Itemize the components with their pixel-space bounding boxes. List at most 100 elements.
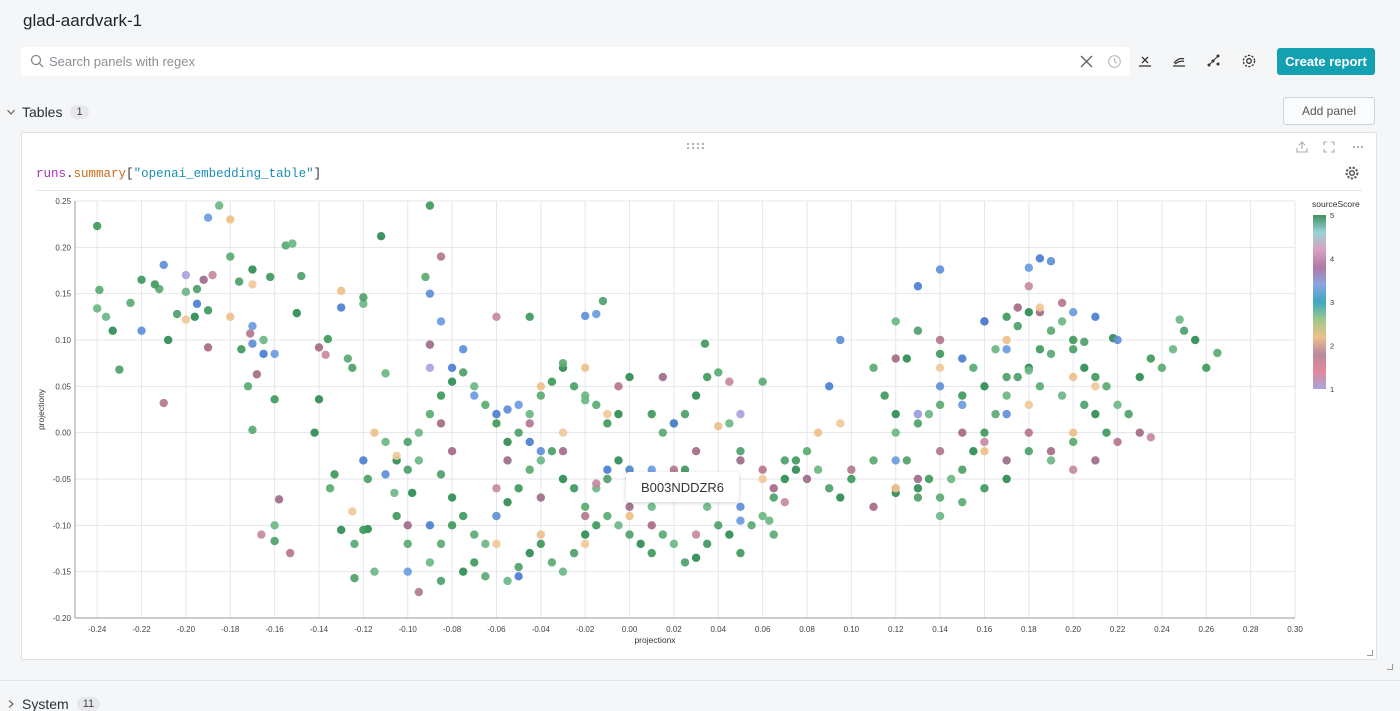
scatter-point — [592, 521, 601, 530]
scatter-point — [647, 502, 656, 511]
scatter-point — [336, 303, 346, 312]
scatter-point — [1146, 433, 1156, 442]
export-icon[interactable] — [1294, 139, 1310, 155]
scatter-point — [1057, 298, 1067, 308]
scatter-point — [492, 484, 501, 493]
scatter-point — [736, 447, 745, 456]
scatter-point — [1175, 315, 1184, 324]
scatter-point — [558, 474, 568, 484]
section-system-count: 11 — [76, 697, 101, 711]
scatter-point — [159, 398, 168, 408]
scatter-point — [270, 521, 279, 530]
scatter-point — [248, 265, 257, 274]
scatter-point — [297, 271, 306, 281]
scatter-point — [691, 553, 701, 562]
panel-settings-icon[interactable] — [1344, 165, 1360, 181]
scatter-point — [536, 539, 546, 549]
scatter-point — [285, 548, 295, 558]
scatter-point — [203, 213, 213, 222]
scatter-point — [226, 312, 235, 322]
smoothing-icon[interactable] — [1170, 52, 1188, 70]
scatter-point — [1002, 391, 1011, 400]
x-tick-label: -0.12 — [354, 625, 373, 634]
scatter-point — [525, 437, 534, 447]
search-input[interactable] — [49, 47, 1079, 76]
add-panel-button[interactable]: Add panel — [1283, 97, 1375, 125]
scatter-point — [310, 428, 319, 437]
scatter-point — [625, 372, 634, 382]
scatter-point — [181, 315, 191, 324]
scatter-point — [813, 465, 823, 474]
section-system-header[interactable]: System 11 — [2, 693, 101, 711]
scatter-point — [407, 488, 417, 498]
panel-resize-handle[interactable] — [1367, 650, 1373, 656]
scatter-point — [514, 562, 523, 572]
drag-handle-icon[interactable] — [686, 142, 710, 150]
history-icon[interactable] — [1107, 54, 1122, 69]
scatter-point — [891, 484, 900, 493]
scatter-point — [172, 309, 182, 319]
clear-icon[interactable] — [1079, 54, 1094, 69]
scatter-point — [580, 539, 590, 549]
scatter-point — [558, 428, 568, 437]
settings-icon[interactable] — [1240, 52, 1258, 70]
scatter-point — [958, 497, 967, 507]
scatter-point — [758, 474, 767, 484]
x-tick-label: 0.30 — [1287, 625, 1303, 634]
x-tick-label: -0.20 — [177, 625, 196, 634]
scatter-point — [603, 474, 612, 484]
scatter-point — [647, 548, 656, 558]
scatter-point — [714, 368, 723, 377]
scatter-point — [991, 345, 1000, 354]
section-resize-handle[interactable] — [1387, 664, 1393, 670]
scatter-point — [359, 525, 368, 535]
scatter-point — [614, 521, 623, 530]
scatter-point — [935, 335, 945, 345]
scatter-plot[interactable]: -0.24 -0.22 -0.20 -0.18 -0.16 -0.14 -0.12 -0.10… — [22, 193, 1376, 657]
x-axis-icon[interactable] — [1136, 52, 1154, 70]
scatter-point — [163, 335, 173, 345]
scatter-point — [1024, 308, 1034, 317]
scatter-point — [266, 272, 275, 282]
scatter-point — [1046, 447, 1056, 456]
scatter-point — [758, 511, 767, 521]
x-tick-label: 0.02 — [666, 625, 682, 634]
outliers-icon[interactable] — [1205, 52, 1223, 70]
scatter-point — [1024, 263, 1034, 272]
scatter-point — [370, 567, 379, 576]
scatter-point — [536, 447, 546, 456]
scatter-point — [669, 465, 679, 474]
x-tick-label: 0.22 — [1110, 625, 1126, 634]
scatter-point — [924, 474, 934, 484]
scatter-point — [92, 221, 102, 231]
create-report-button[interactable]: Create report — [1277, 48, 1375, 75]
fullscreen-icon[interactable] — [1321, 139, 1337, 155]
scatter-point — [343, 354, 353, 363]
scatter-point — [1213, 348, 1222, 358]
scatter-point — [913, 326, 923, 335]
scatter-point — [647, 465, 656, 474]
scatter-point — [736, 502, 745, 511]
scatter-point — [725, 377, 734, 386]
scatter-point — [392, 451, 401, 461]
scatter-point — [702, 502, 712, 511]
scatter-point — [536, 456, 546, 465]
scatter-point — [680, 409, 690, 419]
scatter-point — [226, 252, 235, 261]
scatter-point — [980, 437, 989, 447]
scatter-point — [470, 382, 479, 391]
more-options-icon[interactable] — [1350, 139, 1366, 155]
section-tables-header[interactable]: Tables 1 — [2, 101, 89, 123]
scatter-point — [691, 447, 701, 456]
x-tick-label: 0.04 — [710, 625, 726, 634]
scatter-point — [1068, 428, 1078, 437]
scatter-point — [492, 312, 501, 322]
query-expression[interactable]: runs.summary["openai_embedding_table"] — [36, 167, 321, 181]
scatter-point — [1102, 382, 1111, 391]
scatter-point — [403, 437, 412, 447]
scatter-point — [603, 419, 612, 428]
scatter-point — [935, 382, 945, 391]
scatter-point — [246, 329, 255, 338]
scatter-point — [891, 428, 900, 437]
scatter-point — [1091, 382, 1100, 391]
